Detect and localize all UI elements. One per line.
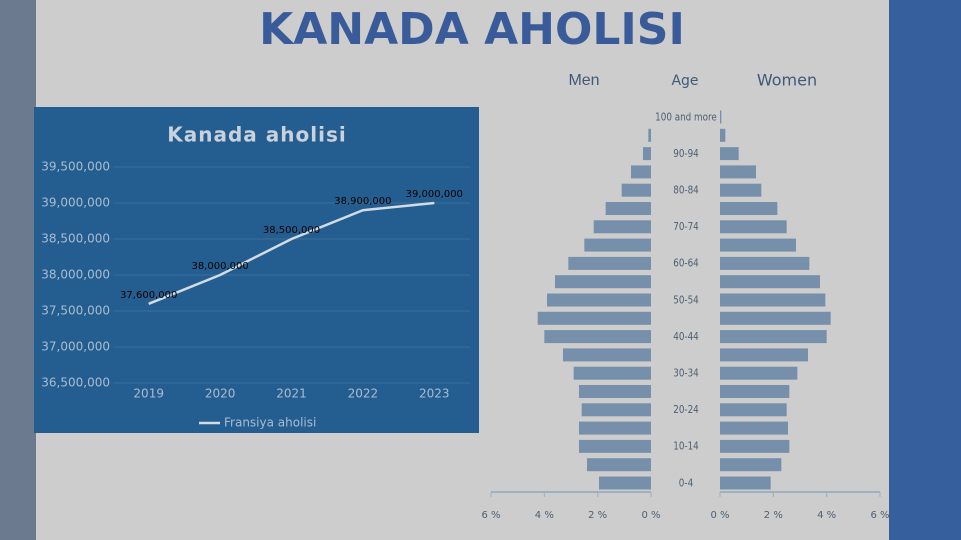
bar	[720, 238, 796, 252]
category-label: 40-44	[673, 331, 699, 343]
y-tick-label: 38,000,000	[41, 268, 110, 282]
bar	[720, 439, 790, 453]
bar	[720, 165, 756, 179]
category-label: 50-54	[673, 294, 699, 306]
bar	[579, 385, 651, 398]
x-tick-label: 2 %	[588, 510, 607, 521]
chart-panel	[34, 107, 479, 433]
bar	[720, 110, 722, 124]
bar	[648, 128, 651, 142]
category-label: 100 and more	[655, 111, 717, 123]
data-label: 39,000,000	[406, 189, 463, 200]
bar	[720, 183, 762, 197]
y-tick-label: 37,000,000	[41, 340, 110, 354]
bar	[720, 385, 790, 398]
category-label: 0-4	[679, 477, 693, 489]
y-tick-label: 39,000,000	[41, 196, 110, 210]
y-tick-label: 39,500,000	[41, 160, 110, 174]
bar	[720, 476, 771, 490]
bar	[720, 256, 810, 270]
bar	[720, 128, 726, 142]
slide-title: KANADA AHOLISI	[259, 4, 685, 55]
left-strip	[0, 0, 36, 540]
bar	[584, 238, 651, 252]
category-label: 20-24	[673, 404, 699, 416]
line-series	[148, 201, 435, 305]
y-tick-label: 38,500,000	[41, 232, 110, 246]
x-tick-label: 6 %	[870, 510, 889, 521]
x-tick-label: 4 %	[817, 510, 836, 521]
bar	[581, 403, 651, 417]
bar	[587, 458, 651, 472]
bar	[720, 403, 787, 417]
bar	[720, 220, 787, 234]
series-header: Men	[568, 72, 599, 89]
x-tick-label: 2020	[205, 387, 236, 401]
category-label: 30-34	[673, 368, 699, 380]
x-tick-label: 2022	[348, 387, 379, 401]
bar	[563, 348, 651, 362]
category-header: Age	[671, 73, 698, 89]
bar	[579, 439, 651, 453]
x-tick-label: 2023	[419, 387, 450, 401]
bar	[537, 311, 651, 325]
bar	[555, 275, 651, 289]
bar	[568, 256, 651, 270]
bar	[720, 311, 831, 325]
chart-title: Kanada aholisi	[167, 123, 346, 147]
bar	[720, 421, 788, 435]
category-label: 10-14	[673, 441, 699, 453]
bar	[605, 202, 651, 215]
category-label: 70-74	[673, 221, 699, 233]
bar	[593, 220, 651, 234]
x-tick-label: 0 %	[641, 510, 660, 521]
bar	[544, 330, 651, 344]
x-tick-label: 2 %	[764, 510, 783, 521]
bar	[720, 330, 827, 344]
x-tick-label: 6 %	[481, 510, 500, 521]
data-label: 38,000,000	[191, 261, 248, 272]
series-header: Women	[757, 71, 817, 90]
x-tick-label: 2019	[133, 387, 164, 401]
data-label: 38,900,000	[334, 196, 391, 207]
x-tick-label: 0 %	[710, 510, 729, 521]
data-label: 38,500,000	[263, 225, 320, 236]
bar	[720, 458, 782, 472]
category-label: 60-64	[673, 258, 699, 270]
category-label: 80-84	[673, 185, 699, 197]
y-tick-label: 37,500,000	[41, 304, 110, 318]
bar	[720, 348, 808, 362]
bar	[599, 476, 651, 490]
y-tick-label: 36,500,000	[41, 376, 110, 390]
right-strip	[889, 0, 961, 540]
bar	[720, 202, 778, 215]
x-tick-label: 4 %	[535, 510, 554, 521]
bar	[579, 421, 651, 435]
legend-label: Fransiya aholisi	[224, 416, 316, 430]
x-tick-label: 2021	[276, 387, 307, 401]
bar	[720, 147, 739, 161]
category-label: 90-94	[673, 148, 699, 160]
bar	[643, 147, 651, 161]
bar	[720, 293, 826, 307]
bar	[547, 293, 651, 307]
bar	[573, 366, 651, 380]
bar	[621, 183, 651, 197]
bar	[631, 165, 651, 179]
bar	[720, 366, 798, 380]
bar	[720, 275, 820, 289]
data-label: 37,600,000	[120, 290, 177, 301]
